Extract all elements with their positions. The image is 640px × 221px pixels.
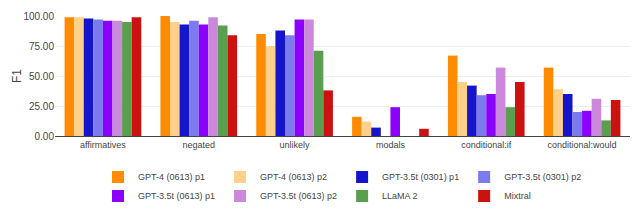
svg-text:GPT-4 (0613) p2: GPT-4 (0613) p2 xyxy=(260,172,327,182)
svg-text:modals: modals xyxy=(376,140,406,150)
svg-text:GPT-3.5t (0301) p1: GPT-3.5t (0301) p1 xyxy=(382,172,459,182)
svg-text:F1: F1 xyxy=(10,69,24,83)
svg-text:100.00: 100.00 xyxy=(23,11,54,22)
svg-text:LLaMA 2: LLaMA 2 xyxy=(382,191,418,201)
svg-text:25.00: 25.00 xyxy=(29,101,54,112)
svg-text:unlikely: unlikely xyxy=(280,140,311,150)
svg-text:0.00: 0.00 xyxy=(35,131,55,142)
svg-text:affirmatives: affirmatives xyxy=(80,140,126,150)
svg-text:GPT-3.5t (0613) p1: GPT-3.5t (0613) p1 xyxy=(138,191,215,201)
svg-text:Mixtral: Mixtral xyxy=(504,191,531,201)
svg-text:conditional:would: conditional:would xyxy=(548,140,617,150)
svg-text:GPT-3.5t (0301) p2: GPT-3.5t (0301) p2 xyxy=(504,172,581,182)
svg-text:GPT-3.5t (0613) p2: GPT-3.5t (0613) p2 xyxy=(260,191,337,201)
svg-text:negated: negated xyxy=(182,140,215,150)
svg-text:GPT-4 (0613) p1: GPT-4 (0613) p1 xyxy=(138,172,205,182)
svg-text:conditional:if: conditional:if xyxy=(461,140,512,150)
svg-text:50.00: 50.00 xyxy=(29,71,54,82)
svg-text:75.00: 75.00 xyxy=(29,41,54,52)
